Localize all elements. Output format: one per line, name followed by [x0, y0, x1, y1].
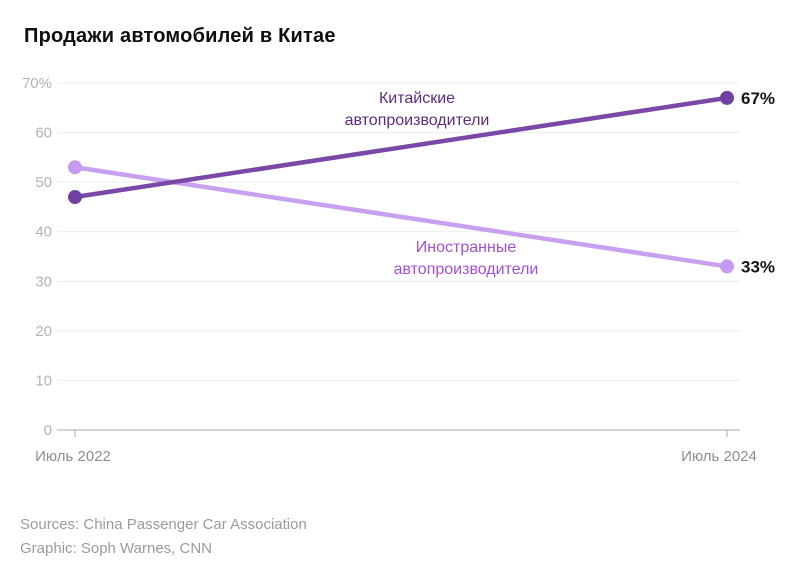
sources-note: Sources: China Passenger Car Association	[20, 516, 307, 533]
y-tick-label: 50	[35, 174, 52, 191]
x-tick-label: Июль 2022	[35, 448, 111, 465]
series-line-0	[72, 165, 730, 269]
series-line-1	[72, 95, 730, 200]
line-chart: 0 10 20 30 40 50 60 70% Июль 2022 Июль 2024 Иностр…	[22, 75, 775, 465]
chart-footer: Sources: China Passenger Car Association…	[20, 513, 307, 561]
data-point-marker	[68, 190, 82, 205]
chart-title: Продажи автомобилей в Китае	[24, 25, 336, 47]
y-tick-label: 20	[35, 323, 52, 340]
y-tick-label: 40	[35, 224, 52, 241]
y-tick-label: 30	[35, 273, 52, 290]
series-label-1: автопроизводители	[345, 112, 490, 129]
y-tick-label: 70%	[22, 75, 52, 92]
series-label-1: Китайские	[379, 90, 455, 107]
credit-note: Graphic: Soph Warnes, CNN	[20, 540, 213, 557]
data-point-marker	[720, 90, 734, 105]
series-label-0: автопроизводители	[394, 261, 539, 278]
y-tick-label: 10	[35, 372, 52, 389]
end-value-label-0: 33%	[741, 257, 775, 276]
x-tick-label: Июль 2024	[681, 448, 757, 465]
data-point-marker	[720, 259, 734, 274]
series-label-0: Иностранные	[416, 239, 517, 256]
y-tick-label: 0	[44, 422, 52, 439]
end-value-label-1: 67%	[741, 89, 775, 108]
data-point-marker	[68, 160, 82, 175]
y-tick-label: 60	[35, 125, 52, 142]
